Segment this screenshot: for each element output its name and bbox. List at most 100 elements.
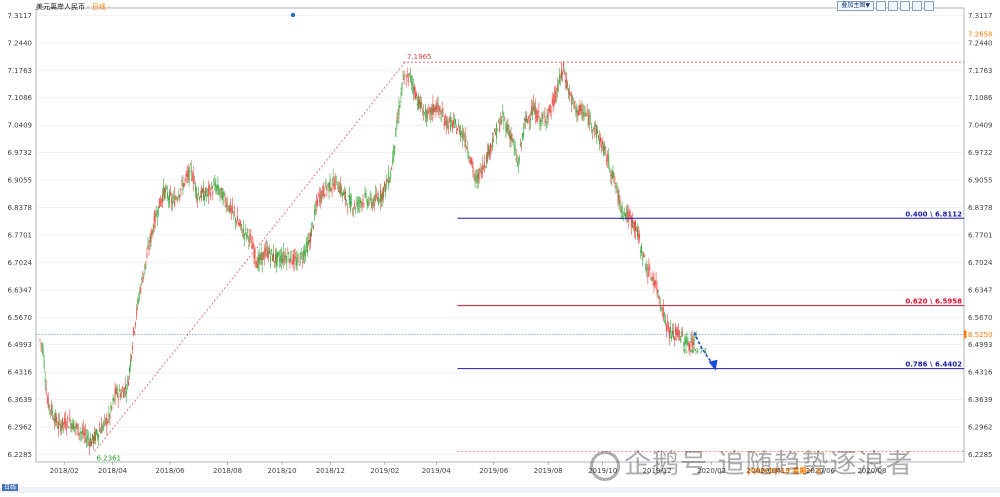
candle-body xyxy=(318,193,320,196)
candle-body xyxy=(492,138,493,148)
y-tick-label-right: 6.2962 xyxy=(968,424,993,432)
candle-body xyxy=(484,166,486,168)
candle-body xyxy=(555,92,557,94)
candle-body xyxy=(230,207,232,211)
candle-body xyxy=(605,147,607,149)
candle-body xyxy=(493,141,495,143)
candle-body xyxy=(494,129,496,131)
candle-body xyxy=(576,106,578,115)
candle-body xyxy=(521,133,523,139)
period-tab[interactable]: 日线 xyxy=(2,484,19,491)
candle-body xyxy=(582,112,584,113)
candle-body xyxy=(331,187,333,189)
candle-body xyxy=(128,381,129,386)
overlay-button[interactable]: 叠加主图▼ xyxy=(837,1,874,11)
last-price-marker xyxy=(964,330,967,339)
candle-body xyxy=(613,173,615,178)
candle-body xyxy=(677,329,679,337)
candle-body xyxy=(105,418,107,424)
right-price-tag: 7.2658 xyxy=(968,31,993,39)
candle-body xyxy=(589,118,591,119)
candle-body xyxy=(486,152,488,162)
candle-body xyxy=(210,192,212,198)
candle-body xyxy=(192,173,194,184)
scroll-bar[interactable] xyxy=(0,487,1000,493)
candle-body xyxy=(654,282,656,286)
candle-body xyxy=(593,127,595,130)
candle-body xyxy=(529,122,531,123)
settings-icon[interactable] xyxy=(924,1,934,11)
candle-body xyxy=(56,416,57,423)
candle-body xyxy=(413,85,415,94)
candle-body xyxy=(514,147,516,151)
grid-layout-icon[interactable] xyxy=(888,1,898,11)
candle-body xyxy=(328,182,330,192)
candle-body xyxy=(187,170,189,178)
candle-body xyxy=(161,194,163,203)
candle-body xyxy=(525,118,526,122)
candle-body xyxy=(352,211,354,212)
y-tick-label-right: 7.3117 xyxy=(968,12,993,20)
candle-body xyxy=(309,239,310,243)
candle-body xyxy=(214,181,216,187)
x-tick-label: 2020/08 xyxy=(857,467,886,475)
candle-body xyxy=(273,252,274,261)
candle-body xyxy=(515,157,517,161)
y-tick-label-left: 6.4993 xyxy=(8,341,33,349)
candle-body xyxy=(223,191,225,195)
candle-body xyxy=(66,427,68,430)
instrument-title: 美元离岸人民币 xyxy=(36,3,85,11)
y-tick-label-right: 6.8378 xyxy=(968,204,993,212)
candle-body xyxy=(408,72,410,74)
candle-body xyxy=(304,249,306,256)
candle-body xyxy=(195,188,197,198)
right-price-tag: 6.5250 xyxy=(968,331,993,339)
candle-body xyxy=(229,202,231,213)
chart-toolbar: 叠加主图▼ xyxy=(837,1,934,11)
candle-body xyxy=(448,117,450,119)
candle-body xyxy=(126,380,128,382)
candle-body xyxy=(113,397,115,402)
candle-body xyxy=(254,247,256,259)
y-tick-label-left: 6.7701 xyxy=(8,231,33,239)
candle-body xyxy=(101,424,103,434)
candle-body xyxy=(663,312,665,316)
candle-body xyxy=(446,120,448,129)
candle-body xyxy=(453,119,454,126)
candle-body xyxy=(46,399,48,402)
candle-body xyxy=(249,233,251,239)
candle-body xyxy=(655,279,657,284)
candle-body xyxy=(311,228,312,237)
candle-body xyxy=(204,195,206,200)
candle-body xyxy=(75,423,77,428)
candle-body xyxy=(473,174,475,176)
candle-body xyxy=(379,189,381,202)
candle-body xyxy=(220,187,222,191)
candle-body xyxy=(459,127,461,135)
candle-body xyxy=(94,431,95,441)
candle-body xyxy=(69,416,71,422)
candle-body xyxy=(263,250,265,260)
candle-body xyxy=(426,111,428,124)
candle-body xyxy=(508,131,510,137)
minimize-icon[interactable] xyxy=(900,1,910,11)
panel-layout-icon[interactable] xyxy=(876,1,886,11)
candle-body xyxy=(54,412,56,422)
y-tick-label-right: 6.7024 xyxy=(968,259,993,267)
x-tick-label: 2018/12 xyxy=(316,467,345,475)
maximize-icon[interactable] xyxy=(912,1,922,11)
candle-body xyxy=(299,252,301,264)
candle-body xyxy=(500,119,502,124)
candle-body xyxy=(542,117,544,119)
candle-body xyxy=(288,259,290,261)
y-tick-label-left: 7.1763 xyxy=(8,67,33,75)
candle-body xyxy=(378,201,380,203)
candle-body xyxy=(431,107,433,114)
candle-body xyxy=(265,247,267,249)
candle-body xyxy=(686,340,688,345)
candle-body xyxy=(683,342,685,347)
candle-body xyxy=(552,98,554,107)
x-tick-label: 2019/02 xyxy=(370,467,399,475)
